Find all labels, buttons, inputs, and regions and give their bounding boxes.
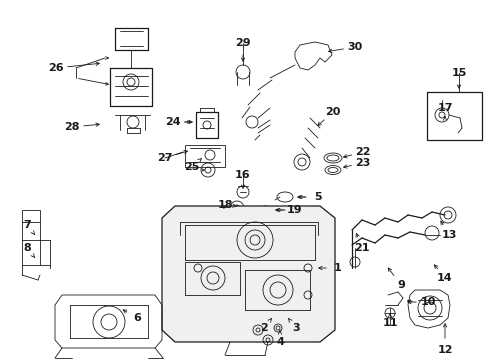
Bar bbox=[426, 92, 481, 140]
Text: 30: 30 bbox=[346, 42, 362, 52]
Text: 13: 13 bbox=[440, 230, 456, 240]
Text: 8: 8 bbox=[23, 243, 31, 253]
Text: 4: 4 bbox=[276, 337, 284, 347]
Text: 15: 15 bbox=[450, 68, 466, 78]
Text: 6: 6 bbox=[133, 313, 141, 323]
Text: 9: 9 bbox=[396, 280, 404, 290]
Text: 10: 10 bbox=[420, 297, 435, 307]
Text: 24: 24 bbox=[165, 117, 181, 127]
Text: 21: 21 bbox=[353, 243, 369, 253]
Text: 27: 27 bbox=[157, 153, 172, 163]
Text: 7: 7 bbox=[23, 220, 31, 230]
Polygon shape bbox=[162, 206, 334, 342]
Text: 2: 2 bbox=[260, 323, 267, 333]
Text: 12: 12 bbox=[436, 345, 452, 355]
Text: 20: 20 bbox=[325, 107, 340, 117]
Text: 25: 25 bbox=[184, 162, 199, 172]
Text: 14: 14 bbox=[436, 273, 452, 283]
Text: 11: 11 bbox=[382, 318, 397, 328]
Text: 5: 5 bbox=[314, 192, 321, 202]
Text: 28: 28 bbox=[64, 122, 80, 132]
Text: 17: 17 bbox=[436, 103, 452, 113]
Text: 23: 23 bbox=[355, 158, 370, 168]
Bar bbox=[184, 145, 224, 167]
Text: 3: 3 bbox=[292, 323, 299, 333]
Text: 19: 19 bbox=[286, 205, 302, 215]
Text: 1: 1 bbox=[333, 263, 341, 273]
Text: 22: 22 bbox=[354, 147, 370, 157]
Text: 26: 26 bbox=[48, 63, 63, 73]
Bar bbox=[22, 210, 40, 265]
Text: 29: 29 bbox=[235, 38, 250, 48]
Text: 16: 16 bbox=[235, 170, 250, 180]
Text: 18: 18 bbox=[217, 200, 232, 210]
